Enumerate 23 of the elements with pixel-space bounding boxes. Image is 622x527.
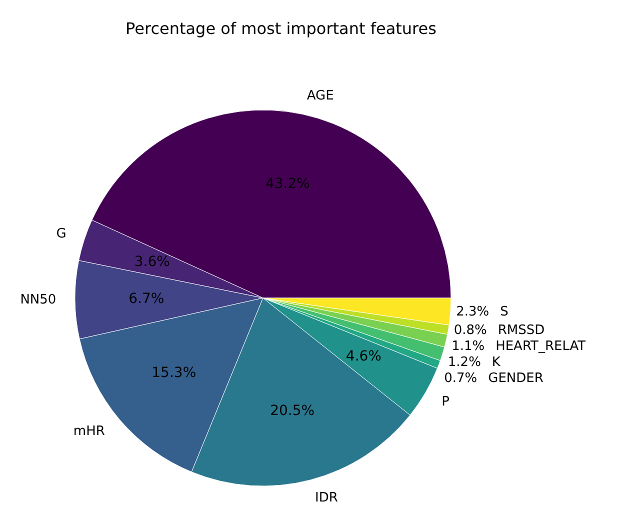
slice-label: IDR (315, 490, 338, 506)
slice-label: NN50 (20, 292, 56, 308)
slice-label: P (442, 394, 450, 410)
chart-title: Percentage of most important features (126, 19, 436, 38)
data-label: 1.1% (452, 339, 485, 354)
slice-label: S (500, 304, 508, 320)
data-label: 0.8% (454, 323, 487, 338)
data-label: 1.2% (448, 355, 481, 370)
slice-label: AGE (306, 88, 334, 104)
data-label: 15.3% (152, 365, 196, 382)
data-label: 3.6% (134, 254, 170, 270)
data-label: 4.6% (346, 348, 382, 365)
slice-label: G (56, 226, 66, 242)
data-label: 20.5% (270, 402, 315, 419)
slice-label: RMSSD (498, 323, 545, 338)
data-label: 43.2% (265, 176, 310, 192)
data-label: 0.7% (444, 371, 478, 386)
data-label: 2.3% (456, 304, 490, 320)
slice-label: HEART_RELAT (496, 339, 586, 354)
slice-label: K (492, 355, 501, 370)
slice-label: mHR (73, 424, 105, 439)
slice-label: GENDER (488, 371, 544, 386)
data-label: 6.7% (128, 291, 164, 308)
